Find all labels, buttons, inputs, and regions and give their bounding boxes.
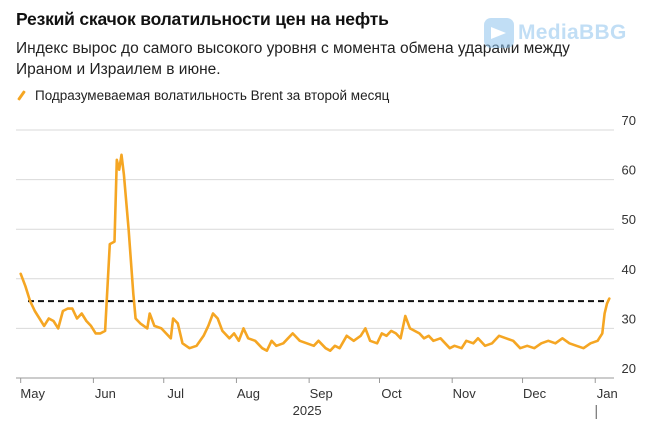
- x-tick-label: Sep: [310, 386, 333, 401]
- x-axis: May Jun Jul Aug Sep Oct Nov Dec Jan 2025: [16, 377, 618, 419]
- watermark-text: MediaBBG: [518, 21, 627, 44]
- chart-subtitle: Индекс вырос до самого высокого уровня с…: [16, 40, 570, 78]
- legend-label: Подразумеваемая волатильность Brent за в…: [35, 88, 390, 103]
- x-tick-label: Aug: [237, 386, 260, 401]
- chart-title: Резкий скачок волатильности цен на нефть: [16, 9, 389, 29]
- x-tick-label: Oct: [381, 386, 402, 401]
- watermark: MediaBBG: [484, 18, 627, 48]
- year-label: 2025: [293, 403, 322, 418]
- telegram-logo-icon: [484, 18, 514, 48]
- y-tick-label: 70: [622, 113, 636, 128]
- x-tick-label: Jan: [597, 386, 618, 401]
- legend: Подразумеваемая волатильность Brent за в…: [16, 88, 389, 103]
- y-tick-label: 60: [622, 163, 636, 178]
- x-tick-label: Nov: [453, 386, 477, 401]
- y-tick-label: 50: [622, 212, 636, 227]
- x-tick-label: May: [20, 386, 45, 401]
- series-line-brent-volatility: [19, 153, 611, 353]
- y-tick-label: 30: [622, 311, 636, 326]
- y-axis: 20 30 40 50 60 70: [622, 113, 636, 376]
- x-tick-label: Dec: [523, 386, 547, 401]
- y-tick-label: 40: [622, 262, 636, 277]
- y-tick-label: 20: [622, 361, 636, 376]
- series-group: [19, 153, 611, 353]
- x-tick-label: Jun: [95, 386, 116, 401]
- x-tick-label: Jul: [167, 386, 184, 401]
